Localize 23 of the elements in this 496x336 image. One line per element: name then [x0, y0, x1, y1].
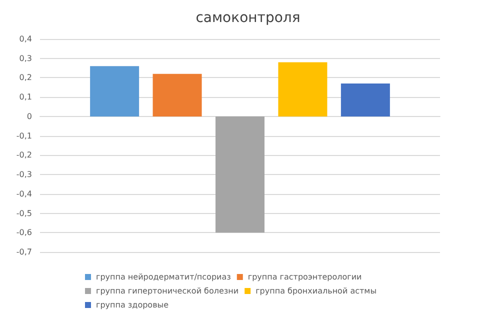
legend-label: группа гипертонической болезни: [96, 286, 239, 296]
bar: [216, 116, 264, 233]
chart-title: самоконтроля: [196, 10, 300, 26]
y-tick-label: -0,4: [16, 189, 32, 198]
y-tick-label: -0,2: [16, 150, 32, 160]
bar: [340, 84, 390, 116]
y-tick-label: 0,4: [19, 34, 32, 44]
bar: [278, 62, 328, 116]
y-tick-label: 0,3: [19, 54, 32, 63]
legend-label: группа нейродерматит/псориаз: [96, 272, 231, 282]
legend-label: группа здоровые: [96, 300, 169, 310]
y-tick-label: -0,7: [16, 248, 32, 256]
legend-label: группа бронхиальной астмы: [256, 286, 377, 296]
y-tick-label: 0,1: [19, 92, 32, 102]
y-tick-label: 0,2: [19, 73, 32, 82]
y-tick-label: 0: [26, 112, 32, 121]
y-tick-label: -0,5: [16, 208, 32, 218]
legend-label: группа гастроэнтерологии: [248, 272, 362, 282]
bar: [90, 66, 140, 116]
y-tick-label: -0,1: [16, 131, 32, 140]
y-tick-label: -0,6: [16, 228, 32, 238]
y-tick-label: -0,3: [16, 170, 32, 180]
bar: [152, 74, 202, 116]
